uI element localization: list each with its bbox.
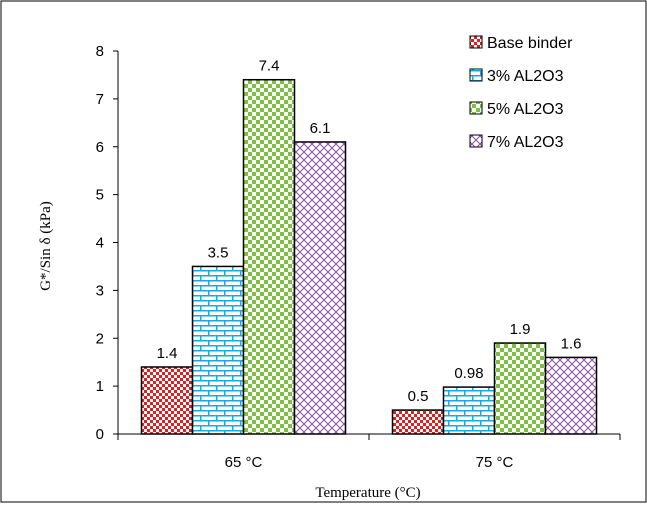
legend-swatch: [469, 68, 483, 82]
x-axis-title: Temperature (°C): [315, 485, 420, 501]
y-tick-label: 4: [96, 235, 104, 252]
bar: [391, 409, 445, 435]
y-tick-label: 8: [96, 43, 104, 60]
data-label: 1.9: [510, 321, 531, 338]
legend-label: 7% AL2O3: [487, 134, 564, 151]
y-tick-label: 3: [96, 282, 104, 299]
y-tick-label: 0: [96, 426, 104, 443]
bar: [140, 366, 194, 435]
y-axis-title: G*/Sin δ (kPa): [38, 201, 54, 291]
legend-swatch: [469, 35, 483, 49]
x-tick-label: 75 °C: [476, 454, 514, 471]
x-tick-label: 65 °C: [225, 454, 263, 471]
data-label: 1.6: [561, 335, 582, 352]
data-label: 0.98: [454, 365, 483, 382]
legend-label: Base binder: [487, 35, 573, 52]
y-tick-label: 7: [96, 91, 104, 108]
y-tick-label: 1: [96, 378, 104, 395]
legend-swatch: [469, 101, 483, 115]
bar: [293, 141, 347, 435]
legend-swatch: [469, 134, 483, 148]
y-tick-label: 6: [96, 139, 104, 156]
y-tick-label: 2: [96, 330, 104, 347]
bar: [442, 386, 496, 435]
data-label: 1.4: [157, 345, 178, 362]
legend-label: 3% AL2O3: [487, 68, 564, 85]
bar: [191, 265, 245, 435]
bar: [242, 78, 296, 435]
legend-label: 5% AL2O3: [487, 101, 564, 118]
data-label: 0.5: [408, 388, 429, 405]
data-label: 3.5: [208, 244, 229, 261]
bar: [493, 342, 547, 435]
data-label: 6.1: [310, 120, 331, 137]
bar: [544, 356, 598, 435]
y-tick-label: 5: [96, 187, 104, 204]
data-label: 7.4: [259, 58, 280, 75]
